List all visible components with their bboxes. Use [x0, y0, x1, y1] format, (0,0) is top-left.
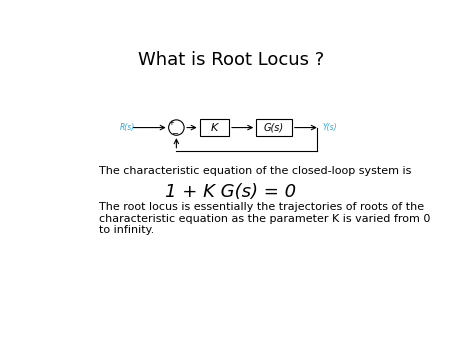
Text: The root locus is essentially the trajectories of roots of the
characteristic eq: The root locus is essentially the trajec…: [99, 202, 430, 236]
Text: Y(s): Y(s): [323, 123, 338, 132]
Bar: [256, 119, 292, 136]
Text: −: −: [171, 129, 178, 138]
Text: R(s): R(s): [120, 123, 135, 132]
Bar: [200, 119, 229, 136]
Text: G(s): G(s): [264, 123, 284, 132]
Text: +: +: [168, 120, 174, 126]
Text: What is Root Locus ?: What is Root Locus ?: [138, 51, 324, 69]
Text: 1 + K G(s) = 0: 1 + K G(s) = 0: [165, 183, 296, 201]
Text: K: K: [211, 123, 218, 132]
Text: The characteristic equation of the closed-loop system is: The characteristic equation of the close…: [99, 166, 411, 176]
